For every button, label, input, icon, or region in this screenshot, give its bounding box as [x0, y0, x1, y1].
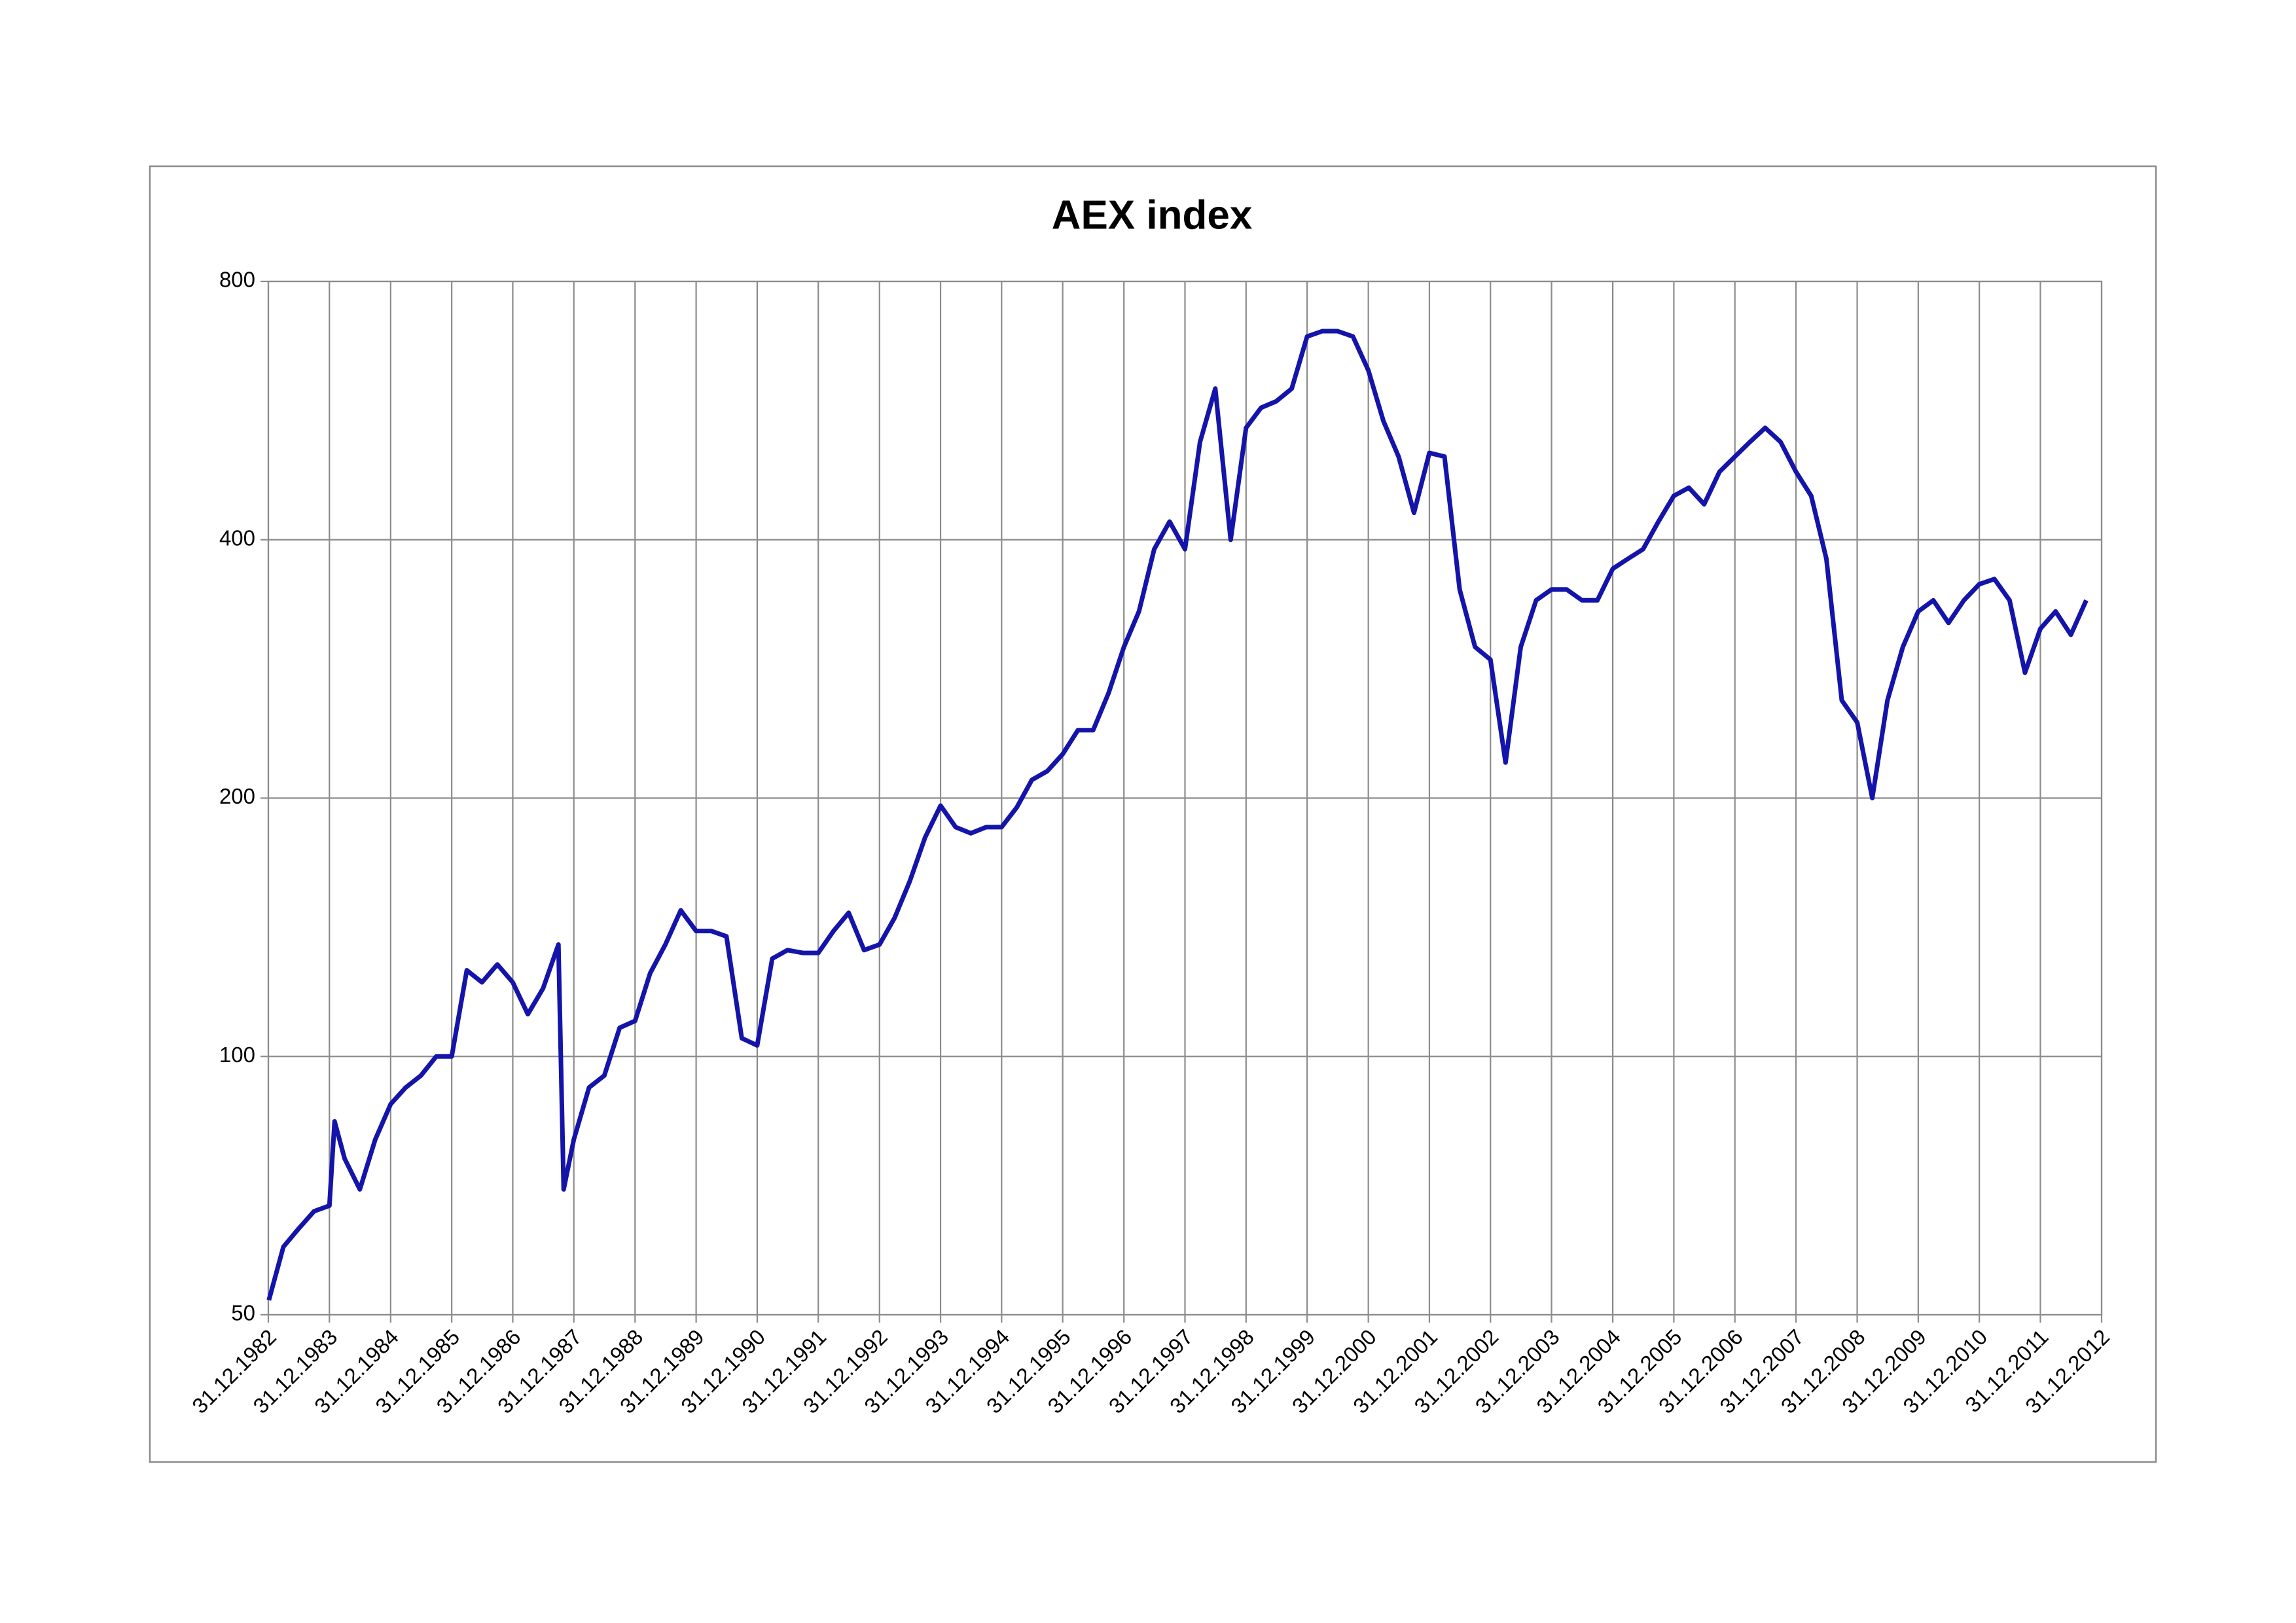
chart-title: AEX index: [1052, 192, 1253, 238]
y-tick-label: 50: [231, 1301, 255, 1325]
plot-border: [267, 280, 2103, 1316]
index-line: [266, 329, 2089, 1301]
y-tick-label: 400: [219, 526, 255, 550]
y-tick-label: 200: [219, 784, 255, 808]
y-tick-label: 100: [219, 1043, 255, 1067]
chart-frame: [149, 165, 2157, 1463]
y-tick-label: 800: [219, 268, 255, 292]
